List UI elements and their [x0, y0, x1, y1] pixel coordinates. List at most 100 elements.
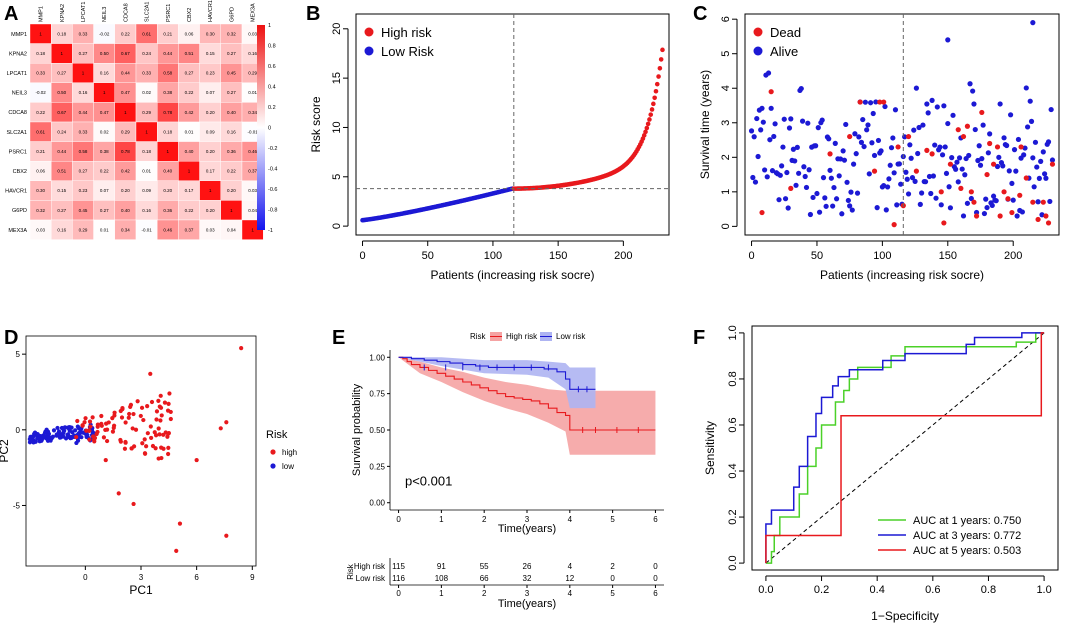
dead-point — [997, 213, 1003, 219]
alive-point — [807, 211, 814, 218]
legend-label: AUC at 3 years: 0.772 — [913, 530, 1021, 542]
high-point — [156, 426, 161, 431]
dead-point — [1043, 213, 1049, 219]
low-point — [55, 425, 60, 431]
alive-point — [955, 179, 961, 185]
high-point — [131, 501, 136, 507]
heatmap-row-label: LPCAT1 — [7, 71, 27, 77]
heatmap-cell-value: 0.27 — [79, 51, 88, 56]
heatmap-cell-value: 0.24 — [142, 51, 151, 56]
dead-point — [857, 99, 863, 105]
low-point — [33, 439, 38, 444]
x-tick-label: 6 — [194, 573, 199, 582]
risk-point — [643, 129, 648, 135]
heatmap-row-label: PSRC1 — [9, 149, 27, 155]
dead-point — [905, 133, 912, 140]
x-tick-label: 150 — [549, 250, 567, 262]
alive-point — [928, 190, 934, 197]
high-point — [128, 404, 133, 409]
x-tick-label: 0.4 — [870, 584, 885, 596]
high-point — [141, 417, 146, 423]
alive-point — [840, 148, 846, 154]
risk-table-value: 115 — [392, 562, 405, 571]
risk-table-row-label: High risk — [354, 562, 386, 571]
heatmap-cell-value: 0.03 — [248, 31, 257, 36]
heatmap-cell-value: 0.29 — [142, 110, 151, 115]
alive-point — [942, 144, 948, 150]
alive-point — [813, 143, 819, 149]
heatmap-cell-value: 0.18 — [163, 129, 172, 134]
low-point — [35, 432, 40, 437]
risk-point — [649, 107, 655, 112]
alive-point — [905, 191, 912, 197]
high-point — [84, 428, 89, 433]
alive-point — [1015, 136, 1022, 143]
heatmap-cell-value: 0.29 — [121, 129, 130, 134]
low-point — [69, 435, 74, 441]
panel-label-e: E — [332, 327, 345, 349]
x-axis-label: Patients (increasing risk socre) — [820, 268, 984, 282]
dead-point — [973, 213, 980, 219]
alive-point — [831, 184, 837, 191]
panel-e-kaplan-meier: Risk High risk Low risk0.000.250.500.751.0… — [346, 332, 664, 610]
high-point — [75, 418, 80, 424]
alive-point — [907, 142, 913, 148]
dead-point — [827, 151, 833, 157]
high-point — [142, 437, 147, 442]
heatmap-cell-value: 0.03 — [206, 227, 215, 232]
dead-point — [938, 189, 944, 195]
heatmap-cell-value: 0.47 — [100, 110, 109, 115]
alive-point — [941, 103, 947, 109]
heatmap-cell-value: 0.27 — [185, 71, 194, 76]
heatmap-cell-value: 0.50 — [57, 90, 66, 95]
high-point — [154, 409, 160, 414]
low-point — [61, 434, 66, 439]
heatmap-cell-value: 0.22 — [185, 90, 194, 95]
alive-point — [822, 195, 828, 201]
y-tick-label: 5 — [720, 51, 732, 57]
dead-point — [994, 144, 1001, 150]
heatmap-cell-value: 0.40 — [185, 149, 194, 154]
y-tick-label: 10 — [331, 121, 343, 133]
low-point — [85, 432, 90, 438]
low-point — [50, 434, 56, 439]
roc-curve — [765, 332, 1045, 564]
high-point — [104, 438, 110, 444]
heatmap-col-label: SLC2A1 — [145, 2, 151, 23]
alive-point — [1040, 149, 1046, 155]
x-tick-label: 4 — [568, 515, 573, 524]
risk-table-x-tick-label: 1 — [439, 589, 444, 598]
heatmap-cell-value: 0.27 — [79, 169, 88, 174]
y-axis-label: Survival probability — [351, 383, 363, 476]
km-curve-low — [398, 356, 596, 390]
colorbar-tick-label: -0.6 — [268, 187, 277, 193]
alive-point — [977, 162, 984, 168]
heatmap-cell-value: 0.78 — [121, 149, 130, 154]
heatmap-cell-value: 0.32 — [227, 31, 236, 36]
alive-point — [1045, 139, 1052, 145]
high-point — [99, 421, 104, 426]
alive-point — [956, 155, 963, 161]
alive-point — [853, 151, 859, 157]
x-tick-label: 1.0 — [1036, 584, 1051, 596]
alive-point — [845, 197, 851, 204]
risk-table-title: Risk — [346, 563, 355, 580]
y-tick-label: 0.50 — [369, 426, 385, 435]
heatmap-cell-value: 1 — [209, 188, 212, 193]
high-point — [140, 441, 145, 446]
heatmap-col-label: LPCAT1 — [81, 2, 87, 22]
legend-label-dead: Dead — [770, 25, 801, 40]
heatmap-cell-value: 0.33 — [142, 71, 151, 76]
heatmap-cell-value: 0.42 — [185, 110, 194, 115]
alive-point — [1048, 106, 1054, 113]
alive-point — [870, 110, 876, 117]
alive-point — [916, 124, 922, 131]
alive-point — [1013, 168, 1019, 174]
colorbar-tick-label: -0.8 — [268, 208, 277, 214]
high-point — [162, 400, 168, 405]
heatmap-cell-value: 0.51 — [57, 169, 66, 174]
heatmap-cell-value: 0.20 — [206, 110, 215, 115]
dead-point — [847, 133, 853, 140]
heatmap-cell-value: 0.38 — [100, 149, 109, 154]
